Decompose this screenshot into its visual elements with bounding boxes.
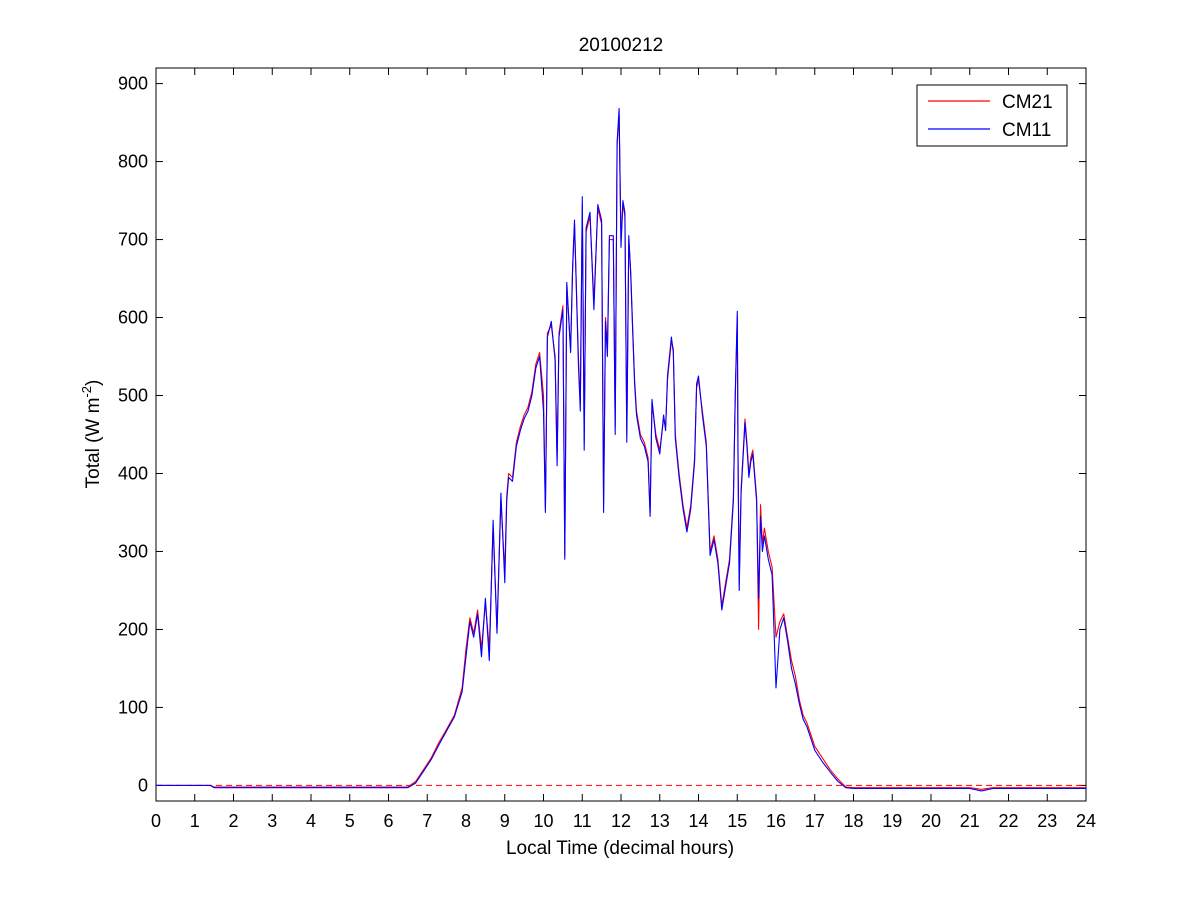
y-tick-label: 300: [118, 541, 148, 561]
y-tick-label: 0: [138, 775, 148, 795]
x-tick-label: 15: [727, 811, 747, 831]
x-tick-label: 6: [383, 811, 393, 831]
x-tick-label: 14: [688, 811, 708, 831]
y-tick-label: 900: [118, 74, 148, 94]
chart-title: 20100212: [579, 35, 664, 56]
x-tick-label: 1: [190, 811, 200, 831]
plot-area: [155, 67, 1087, 802]
x-tick-label: 5: [345, 811, 355, 831]
x-tick-label: 2: [228, 811, 238, 831]
x-tick-label: 22: [998, 811, 1018, 831]
x-tick-label: 24: [1076, 811, 1096, 831]
y-axis-label-close: ): [83, 380, 104, 386]
legend-label-cm21: CM21: [1002, 92, 1053, 113]
y-tick-label: 200: [118, 619, 148, 639]
legend-label-cm11: CM11: [1002, 120, 1051, 141]
y-axis-label-main: Total (W m: [83, 398, 104, 489]
x-tick-label: 20: [921, 811, 941, 831]
legend-box: [916, 84, 1068, 147]
y-tick-label: 600: [118, 308, 148, 328]
x-tick-label: 8: [461, 811, 471, 831]
y-tick-label: 800: [118, 152, 148, 172]
x-tick-label: 12: [611, 811, 631, 831]
y-tick-label: 500: [118, 386, 148, 406]
y-tick-label: 700: [118, 230, 148, 250]
x-tick-label: 9: [500, 811, 510, 831]
y-tick-label: 100: [118, 697, 148, 717]
x-tick-label: 4: [306, 811, 316, 831]
legend: CM21 CM11: [916, 84, 1068, 147]
x-tick-label: 11: [573, 811, 592, 831]
series-line-cm11: [156, 107, 1086, 792]
y-tick-label: 400: [118, 463, 148, 483]
x-tick-label: 19: [882, 811, 902, 831]
x-tick-label: 18: [843, 811, 863, 831]
x-tick-label: 16: [766, 811, 786, 831]
x-tick-label: 3: [267, 811, 277, 831]
ticks-layer: [155, 68, 1087, 801]
x-axis-label: Local Time (decimal hours): [506, 838, 734, 859]
y-axis-label-superscript: -2: [79, 386, 94, 398]
y-axis-label: Total (W m-2): [79, 380, 104, 489]
x-tick-label: 7: [422, 811, 432, 831]
tick-labels-layer: 0 1 2 3 4 5 6 7 8 9 10 11 12 13 14 15 16 17 18 19 20 21 22 23 24…: [118, 74, 1096, 831]
series-layer: [156, 107, 1086, 792]
x-tick-label: 13: [650, 811, 670, 831]
x-tick-label: 23: [1037, 811, 1057, 831]
x-tick-label: 10: [533, 811, 553, 831]
x-tick-label: 21: [960, 811, 980, 831]
x-tick-label: 0: [151, 811, 161, 831]
x-tick-label: 17: [805, 811, 825, 831]
